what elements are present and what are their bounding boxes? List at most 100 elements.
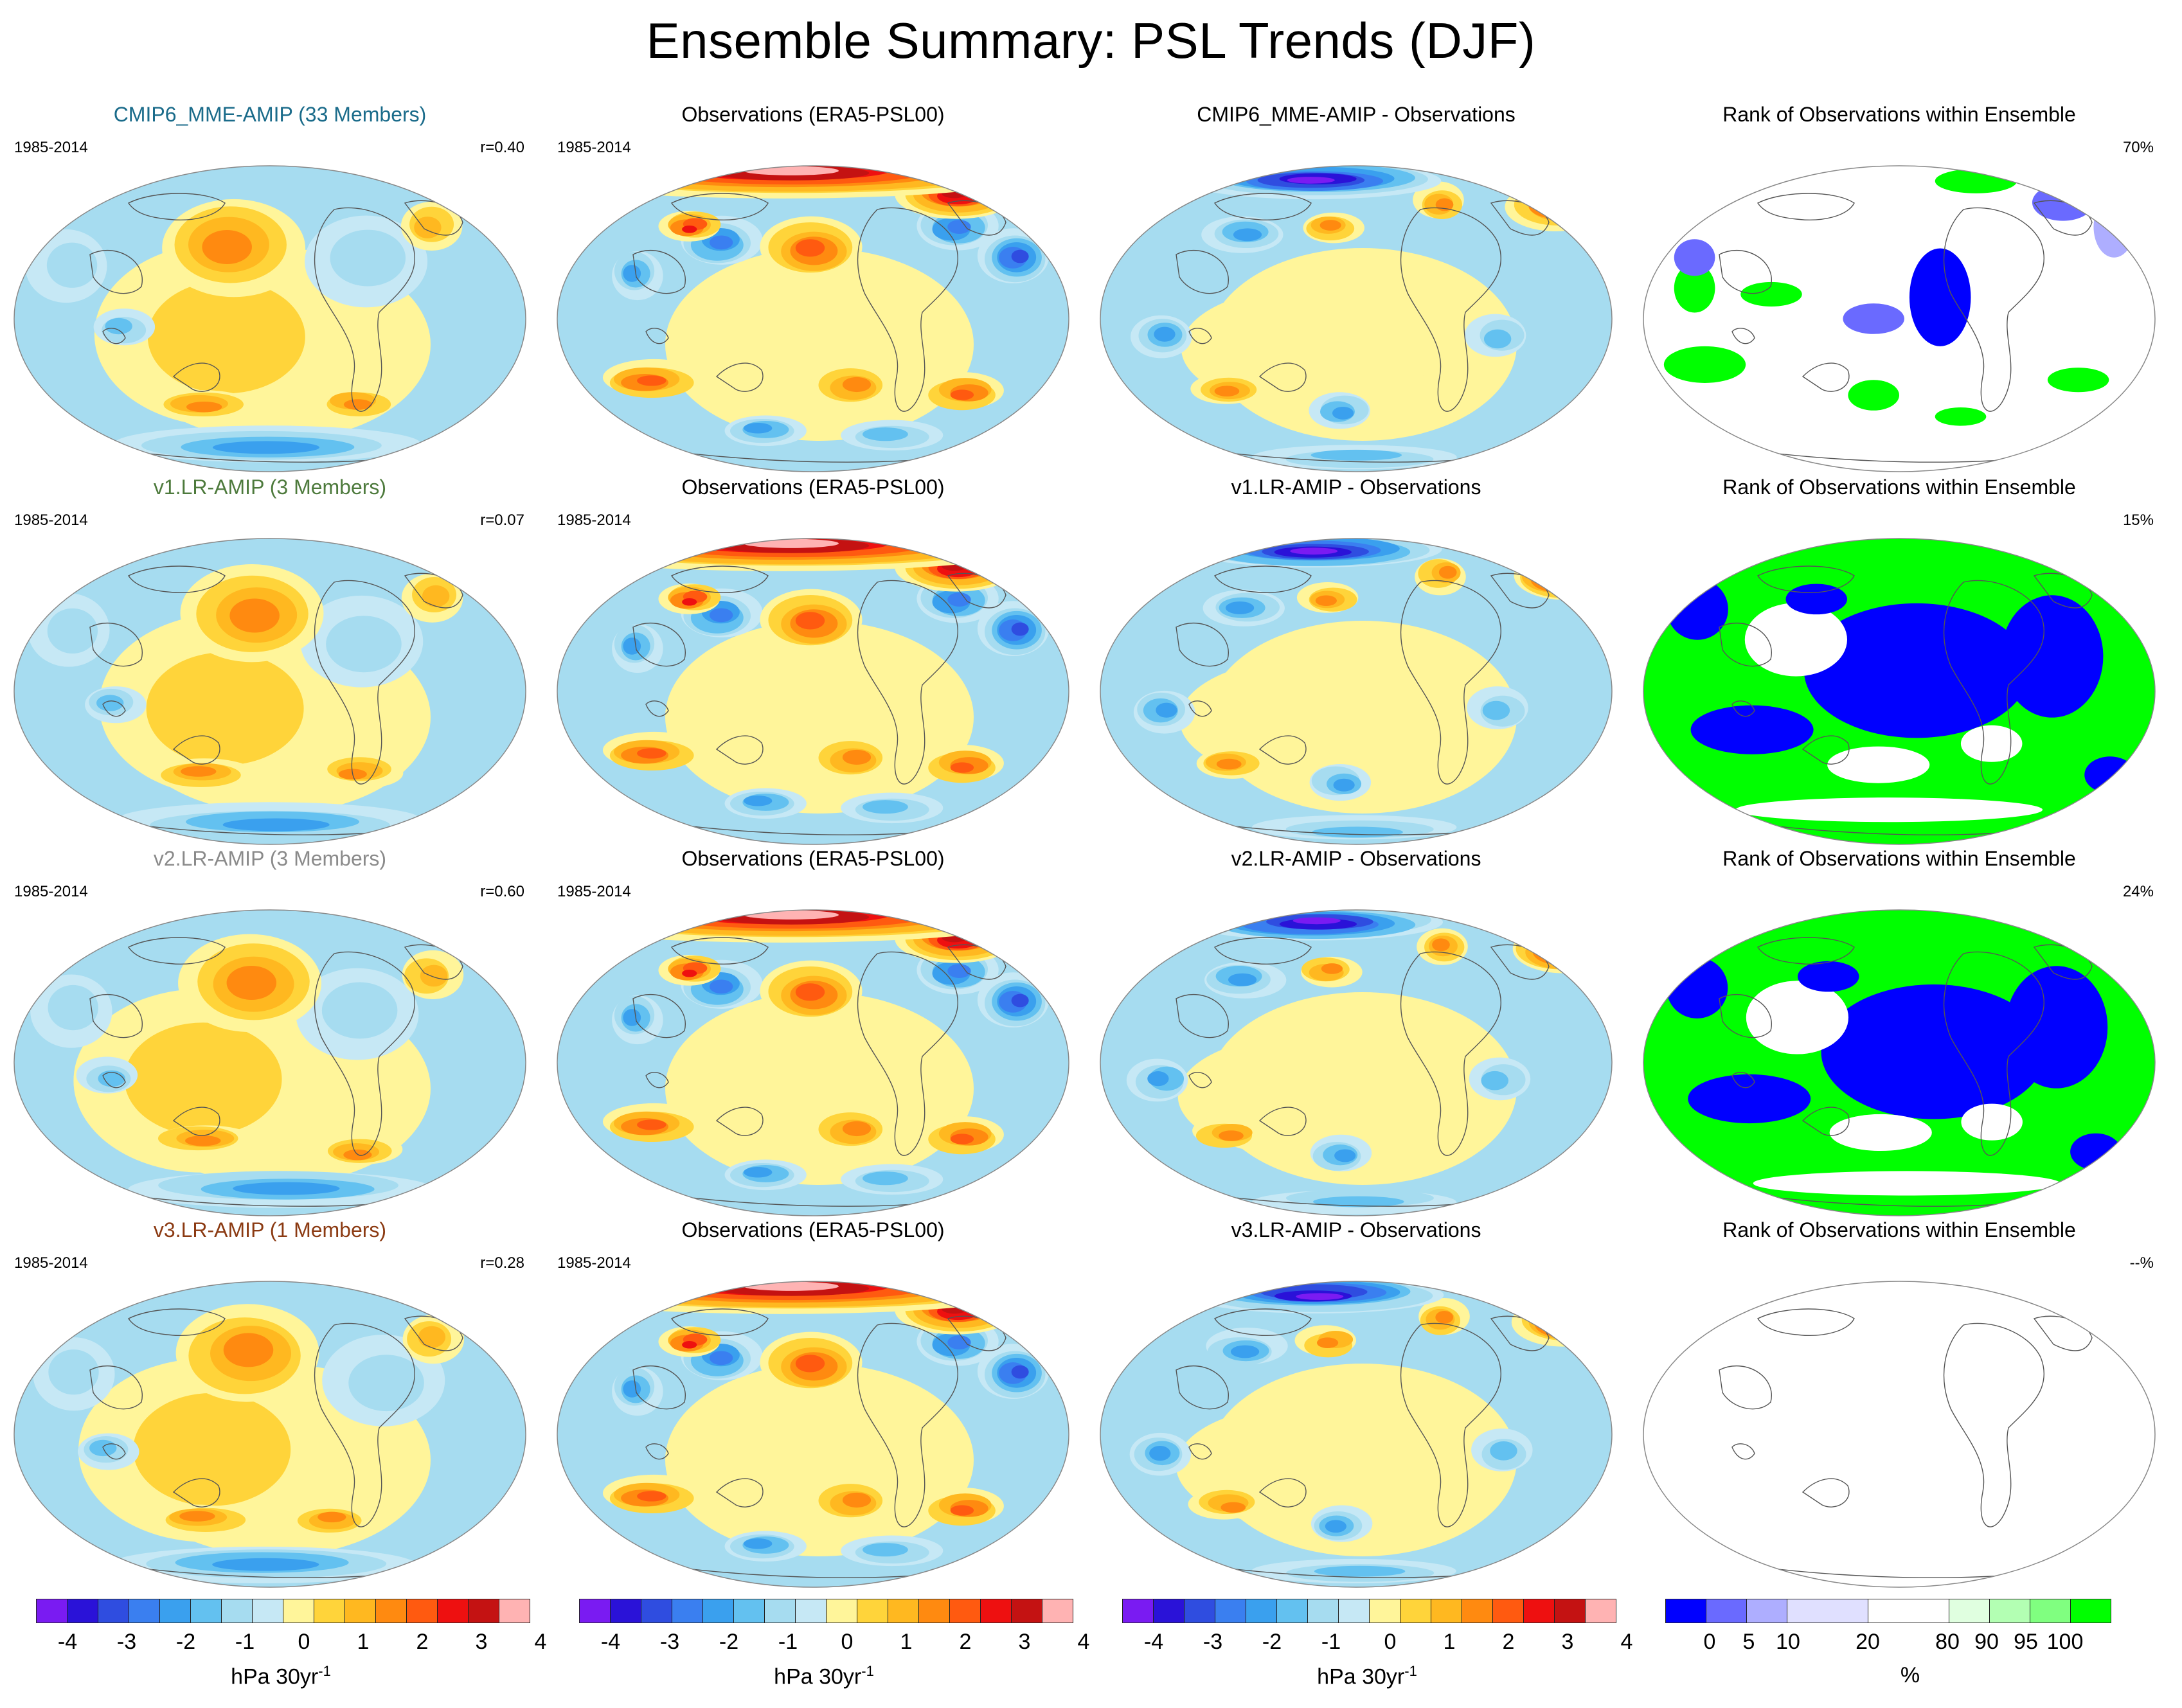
panel-title: Observations (ERA5-PSL00)	[681, 476, 945, 499]
anomaly-contour	[709, 235, 733, 250]
colorbar-tick-label: 0	[841, 1630, 854, 1654]
colorbar-tick-label: 95	[2014, 1630, 2038, 1654]
anomaly-contour	[1438, 565, 1457, 579]
anomaly-contour	[418, 1326, 446, 1348]
coastline	[1943, 1322, 2044, 1527]
coastline	[1731, 700, 1755, 717]
anomaly-contour	[682, 598, 697, 606]
coastline	[404, 1315, 463, 1351]
map-outline	[13, 1281, 526, 1588]
coastline	[1258, 1107, 1307, 1136]
map-outline	[13, 165, 526, 472]
colorbar-swatch	[1153, 1599, 1185, 1623]
anomaly-contour	[709, 1351, 733, 1366]
anomaly-contour	[682, 225, 697, 233]
anomaly-contour	[133, 1392, 291, 1506]
colorbar-tick-label: 100	[2046, 1630, 2084, 1654]
coastline	[127, 565, 226, 593]
coastline	[947, 573, 1006, 609]
coastline	[645, 1072, 669, 1089]
colorbar-swatch	[949, 1599, 981, 1623]
rank-region	[1798, 961, 1859, 992]
anomaly-contour	[1481, 1071, 1508, 1090]
trend-map	[13, 538, 526, 845]
rank-percent: 70%	[2122, 139, 2154, 156]
coastline	[857, 580, 958, 785]
anomaly-contour	[1482, 700, 1510, 720]
rank-percent: 24%	[2122, 883, 2154, 900]
colorbar-swatch	[1585, 1599, 1616, 1623]
rank-percent: 15%	[2122, 512, 2154, 529]
colorbar-swatch	[610, 1599, 641, 1623]
panel-title: Rank of Observations within Ensemble	[1722, 476, 2076, 499]
coastline	[1188, 1443, 1212, 1460]
anomaly-contour	[1214, 386, 1240, 396]
panel-obs-row2: Observations (ERA5-PSL00) 1985-2014	[550, 476, 1077, 847]
rank-region	[2070, 1133, 2122, 1170]
anomaly-contour	[947, 1335, 971, 1349]
coastline	[314, 207, 415, 412]
anomaly-contour	[637, 375, 666, 386]
rank-map	[1643, 909, 2156, 1216]
colorbar-swatch	[980, 1599, 1012, 1623]
colorbar-swatch	[1307, 1599, 1339, 1623]
rank-region	[1843, 303, 1904, 334]
coastline	[1490, 200, 1550, 236]
map-outline	[1643, 909, 2156, 1216]
coastline	[1943, 580, 2044, 785]
colorbar-tick-label: 1	[1443, 1630, 1456, 1654]
panel-diff-row1: CMIP6_MME-AMIP - Observations	[1093, 103, 1620, 474]
anomaly-contour	[1315, 595, 1337, 607]
coastline	[1802, 1478, 1850, 1508]
anomaly-contour	[637, 1491, 666, 1502]
anomaly-contour	[842, 1492, 872, 1508]
coastline	[2033, 1315, 2093, 1351]
coastline	[715, 362, 764, 392]
colorbar-tick-label: 1	[900, 1630, 913, 1654]
anomaly-contour	[1310, 449, 1402, 461]
colorbar-swatch	[159, 1599, 191, 1623]
colorbar-swatches	[1122, 1599, 1616, 1623]
panel-title: Rank of Observations within Ensemble	[1722, 1218, 2076, 1241]
anomaly-contour	[1532, 938, 1589, 965]
anomaly-contour	[1313, 1196, 1404, 1207]
anomaly-contour	[233, 1182, 340, 1195]
coastline	[89, 249, 143, 294]
anomaly-contour	[863, 800, 908, 814]
colorbar-tick-label: 0	[1384, 1630, 1397, 1654]
coastline	[404, 573, 463, 609]
anomaly-contour	[46, 242, 98, 288]
colorbar-swatch	[375, 1599, 407, 1623]
rank-region	[1740, 281, 1802, 307]
colorbar-swatch	[1949, 1599, 1990, 1623]
colorbar-tick-label: -4	[57, 1630, 78, 1654]
colorbar-swatch	[1184, 1599, 1215, 1623]
coastline	[857, 207, 958, 412]
colorbar-swatch	[1122, 1599, 1154, 1623]
colorbar-swatch	[1246, 1599, 1277, 1623]
colorbar-swatch	[252, 1599, 283, 1623]
anomaly-contour	[950, 1505, 974, 1516]
coastline	[172, 362, 220, 392]
anomaly-contour	[709, 979, 733, 994]
trend-map	[557, 1281, 1069, 1588]
coastline	[2033, 573, 2093, 609]
anomaly-contour	[1225, 601, 1255, 614]
panel-rank-row1: Rank of Observations within Ensemble 70%	[1636, 103, 2163, 474]
panel-period: 1985-2014	[557, 1254, 631, 1272]
colorbar-swatch	[918, 1599, 950, 1623]
colorbar-swatch	[826, 1599, 857, 1623]
anomaly-contour	[1011, 1365, 1029, 1379]
anomaly-contour	[98, 1070, 125, 1087]
colorbar-swatch	[1554, 1599, 1586, 1623]
rank-region	[2001, 595, 2104, 718]
anomaly-contour	[1514, 551, 1612, 600]
coastline	[1802, 735, 1850, 765]
colorbar-tick-label: 2	[1502, 1630, 1515, 1654]
anomaly-contour	[1230, 1345, 1260, 1358]
colorbar-swatch	[1868, 1599, 1949, 1623]
colorbar-swatch	[1276, 1599, 1308, 1623]
anomaly-contour	[202, 230, 252, 265]
panel-obs-row3: Observations (ERA5-PSL00) 1985-2014	[550, 847, 1077, 1218]
colorbar-swatch	[795, 1599, 827, 1623]
